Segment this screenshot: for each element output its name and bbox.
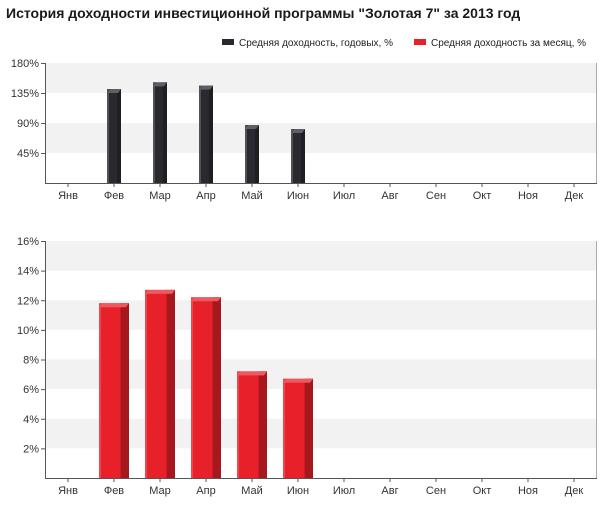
bar-face <box>301 129 305 183</box>
legend-swatch-monthly <box>414 39 426 46</box>
bar-face <box>258 371 267 478</box>
y-tick-label: 2% <box>23 443 39 455</box>
bar-face <box>120 303 129 478</box>
bar-monthly-Июн <box>283 378 313 478</box>
y-tick-label: 180% <box>11 58 39 70</box>
bar-face <box>117 89 121 183</box>
x-tick-label: Сен <box>426 190 446 202</box>
x-tick-label: Мар <box>149 190 171 202</box>
bar-face <box>163 82 167 183</box>
x-tick-label: Авг <box>381 485 398 497</box>
bar-annual-Май <box>245 125 259 183</box>
grid-band <box>45 123 597 153</box>
bar-face <box>245 125 247 183</box>
y-tick-label: 8% <box>23 355 39 367</box>
bar-face <box>291 129 293 183</box>
x-tick-label: Фев <box>104 485 124 497</box>
bar-monthly-Мар <box>145 289 175 478</box>
bar-face <box>191 297 221 302</box>
x-tick-label: Май <box>241 190 263 202</box>
y-tick-label: 10% <box>17 325 39 337</box>
bar-face <box>237 371 239 478</box>
bar-face <box>291 129 305 133</box>
x-tick-label: Янв <box>58 485 78 497</box>
bar-face <box>99 303 101 478</box>
bar-face <box>245 125 259 129</box>
bar-face <box>209 85 213 183</box>
x-tick-label: Сен <box>426 485 446 497</box>
x-tick-label: Ноя <box>518 190 538 202</box>
bar-face <box>153 82 167 87</box>
grid-band <box>45 359 597 390</box>
y-tick-label: 4% <box>23 414 39 426</box>
x-tick-label: Мар <box>149 485 171 497</box>
bar-face <box>145 289 147 478</box>
bar-monthly-Апр <box>191 297 221 478</box>
x-tick-label: Дек <box>565 485 584 497</box>
x-tick-label: Май <box>241 485 263 497</box>
x-tick-label: Окт <box>473 190 492 202</box>
x-tick-label: Апр <box>196 190 215 202</box>
y-tick-label: 14% <box>17 266 39 278</box>
y-tick-label: 45% <box>17 148 39 160</box>
bar-face <box>237 371 267 376</box>
grid-band <box>45 270 597 301</box>
chart-title: История доходности инвестиционной програ… <box>6 5 521 21</box>
bar-monthly-Май <box>237 371 267 478</box>
legend: Средняя доходность, годовых, % Средняя д… <box>0 38 603 52</box>
bar-face <box>107 89 109 183</box>
x-tick-label: Дек <box>565 190 584 202</box>
grid-band <box>45 93 597 123</box>
grid-band <box>45 241 597 271</box>
x-tick-label: Апр <box>196 485 215 497</box>
x-tick-label: Ноя <box>518 485 538 497</box>
grid-band <box>45 63 597 93</box>
bar-annual-Фев <box>107 89 121 183</box>
grid-band <box>45 389 597 419</box>
grid-band <box>45 153 597 183</box>
legend-item-annual: Средняя доходность, годовых, % <box>222 38 393 49</box>
bar-face <box>107 89 121 93</box>
y-tick-label: 6% <box>23 384 39 396</box>
legend-item-monthly: Средняя доходность за месяц, % <box>414 38 586 49</box>
bar-monthly-Фев <box>99 303 129 478</box>
bar-annual-Апр <box>199 85 213 183</box>
bar-face <box>99 303 129 308</box>
bar-face <box>166 289 175 478</box>
bar-face <box>283 378 285 478</box>
legend-label-annual: Средняя доходность, годовых, % <box>239 38 393 49</box>
x-tick-label: Окт <box>473 485 492 497</box>
y-tick-label: 12% <box>17 295 39 307</box>
bar-face <box>199 85 201 183</box>
x-tick-label: Авг <box>381 190 398 202</box>
grid-band <box>45 300 597 330</box>
grid-band <box>45 329 597 360</box>
y-tick-label: 90% <box>17 118 39 130</box>
x-tick-label: Июн <box>287 190 309 202</box>
bar-annual-Мар <box>153 82 167 183</box>
x-tick-label: Фев <box>104 190 124 202</box>
grid-band <box>45 418 597 449</box>
bar-face <box>153 82 155 183</box>
bar-face <box>304 378 313 478</box>
bar-face <box>283 378 313 383</box>
bar-face <box>255 125 259 183</box>
x-tick-label: Июн <box>287 485 309 497</box>
y-tick-label: 135% <box>11 88 39 100</box>
bar-face <box>212 297 221 478</box>
legend-label-monthly: Средняя доходность за месяц, % <box>431 38 587 49</box>
x-tick-label: Янв <box>58 190 78 202</box>
grid-band <box>45 448 597 478</box>
bar-face <box>199 85 213 90</box>
x-tick-label: Июл <box>333 190 355 202</box>
y-tick-label: 16% <box>17 236 39 248</box>
bar-face <box>191 297 193 478</box>
bar-annual-Июн <box>291 129 305 183</box>
bar-face <box>145 289 175 294</box>
x-tick-label: Июл <box>333 485 355 497</box>
legend-swatch-annual <box>222 39 234 46</box>
